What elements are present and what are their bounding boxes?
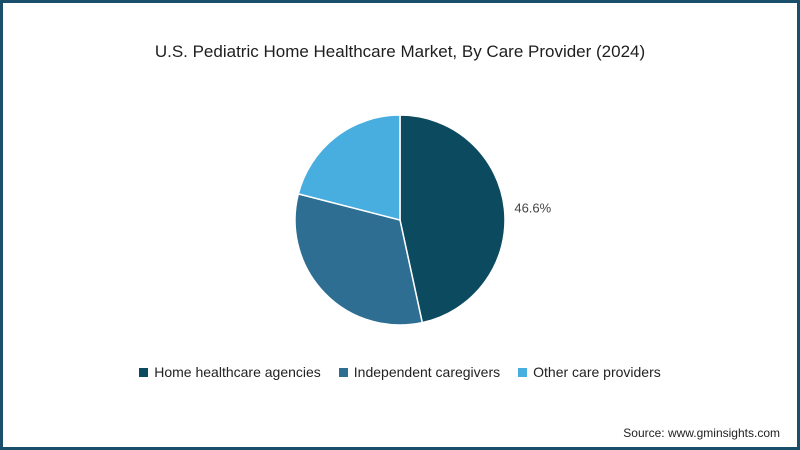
legend-swatch (518, 367, 528, 377)
legend-item-0: Home healthcare agencies (139, 364, 321, 380)
slice-label-0: 46.6% (514, 201, 551, 216)
pie-slice-2 (297, 114, 401, 221)
pie-slice-0 (399, 114, 506, 324)
legend-item-2: Other care providers (518, 364, 661, 380)
legend-item-1: Independent caregivers (338, 364, 501, 380)
legend-label: Other care providers (533, 364, 661, 380)
legend-swatch (338, 367, 348, 377)
legend-label: Home healthcare agencies (154, 364, 321, 380)
legend-label: Independent caregivers (353, 364, 501, 380)
source-note: Source: www.gminsights.com (623, 426, 780, 440)
legend-swatch (139, 367, 149, 377)
pie-slice-1 (294, 192, 424, 326)
chart-legend: Home healthcare agencies Independent care… (0, 364, 800, 380)
chart-title: U.S. Pediatric Home Healthcare Market, B… (154, 42, 646, 61)
